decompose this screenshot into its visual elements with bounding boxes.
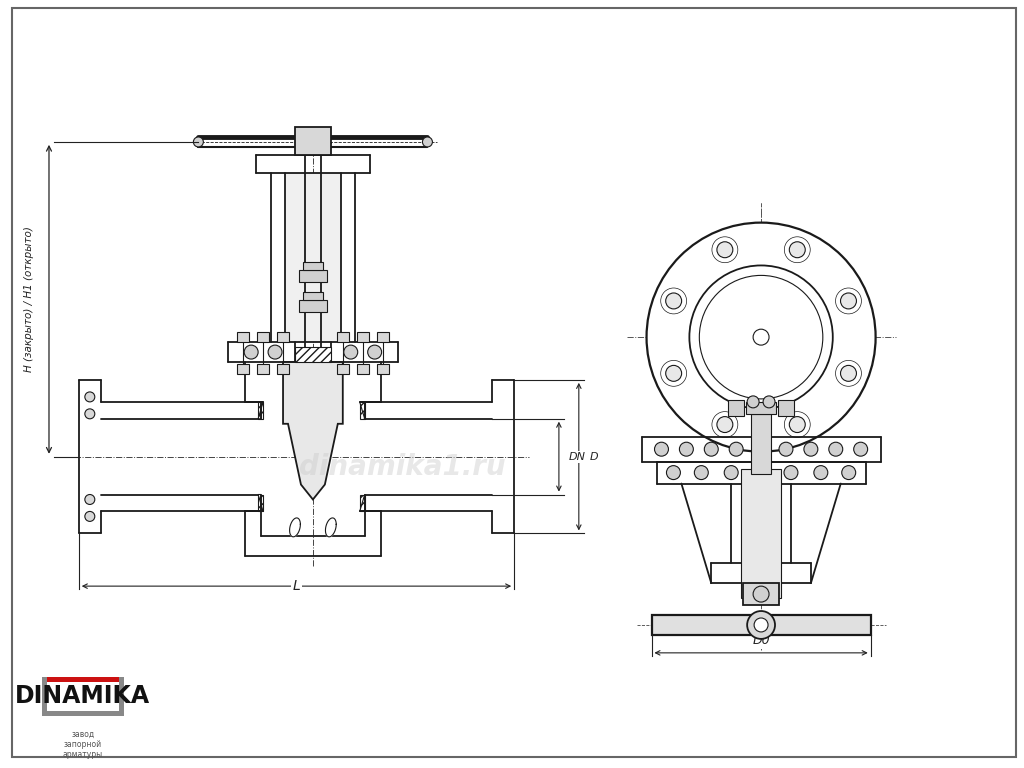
Polygon shape (258, 495, 263, 511)
Bar (651, 615, 870, 635)
Circle shape (667, 465, 680, 479)
Bar (377, 364, 388, 374)
Bar (295, 127, 331, 155)
Circle shape (344, 345, 357, 359)
Circle shape (804, 442, 818, 456)
Circle shape (654, 442, 669, 456)
Text: D: D (590, 452, 598, 462)
Circle shape (717, 242, 733, 258)
Bar (778, 400, 794, 415)
Circle shape (754, 618, 768, 632)
Circle shape (790, 242, 805, 258)
Polygon shape (290, 518, 300, 537)
Circle shape (666, 293, 682, 309)
Circle shape (244, 345, 258, 359)
Bar (257, 364, 269, 374)
Polygon shape (245, 402, 263, 419)
Text: D0: D0 (753, 634, 770, 647)
Bar (356, 333, 369, 342)
Circle shape (717, 416, 733, 432)
Circle shape (85, 392, 95, 402)
Bar (746, 402, 776, 414)
Circle shape (85, 495, 95, 505)
Circle shape (679, 442, 693, 456)
Polygon shape (245, 495, 263, 511)
Bar (741, 468, 781, 598)
Circle shape (753, 586, 769, 602)
Bar (377, 333, 388, 342)
Bar (303, 263, 323, 270)
Circle shape (423, 137, 432, 147)
Text: завод
запорной
арматуры: завод запорной арматуры (62, 730, 103, 760)
Circle shape (729, 442, 743, 456)
Polygon shape (258, 402, 263, 419)
Circle shape (790, 416, 805, 432)
Bar (278, 364, 289, 374)
Polygon shape (326, 518, 336, 537)
Circle shape (828, 442, 843, 456)
Circle shape (699, 276, 823, 399)
Circle shape (779, 442, 793, 456)
Polygon shape (283, 362, 343, 499)
Polygon shape (359, 402, 381, 419)
Circle shape (85, 511, 95, 521)
Bar (752, 414, 771, 474)
Bar (278, 333, 289, 342)
Bar (238, 333, 249, 342)
Circle shape (854, 442, 867, 456)
Bar (42, 677, 47, 716)
Text: H (закрыто) / H1 (открыто): H (закрыто) / H1 (открыто) (25, 227, 34, 372)
Circle shape (705, 442, 718, 456)
Circle shape (694, 465, 709, 479)
Bar (356, 364, 369, 374)
Bar (42, 677, 124, 682)
Circle shape (666, 366, 682, 382)
Bar (743, 583, 779, 605)
Text: DN: DN (568, 452, 586, 462)
Text: L: L (293, 579, 300, 593)
Polygon shape (285, 173, 341, 342)
Circle shape (368, 345, 382, 359)
Bar (257, 333, 269, 342)
Circle shape (85, 409, 95, 419)
Polygon shape (359, 402, 365, 419)
Circle shape (763, 396, 775, 408)
Circle shape (753, 329, 769, 345)
Circle shape (194, 137, 204, 147)
Bar (337, 364, 349, 374)
Polygon shape (295, 347, 331, 362)
Circle shape (268, 345, 282, 359)
Circle shape (689, 266, 833, 409)
Circle shape (724, 465, 738, 479)
Bar (42, 710, 124, 716)
Polygon shape (359, 495, 381, 511)
Circle shape (841, 366, 856, 382)
Circle shape (814, 465, 827, 479)
Circle shape (841, 293, 856, 309)
Bar (238, 364, 249, 374)
Bar (119, 677, 124, 716)
Bar (728, 400, 744, 415)
Text: dinamika1.ru: dinamika1.ru (299, 452, 506, 481)
Circle shape (646, 223, 876, 452)
Text: DINAMIKA: DINAMIKA (15, 684, 151, 707)
Bar (303, 293, 323, 300)
Bar (299, 270, 327, 283)
Circle shape (784, 465, 798, 479)
Circle shape (748, 611, 775, 639)
Circle shape (748, 396, 759, 408)
Bar (337, 333, 349, 342)
Bar (299, 300, 327, 313)
Polygon shape (359, 495, 365, 511)
Circle shape (842, 465, 856, 479)
